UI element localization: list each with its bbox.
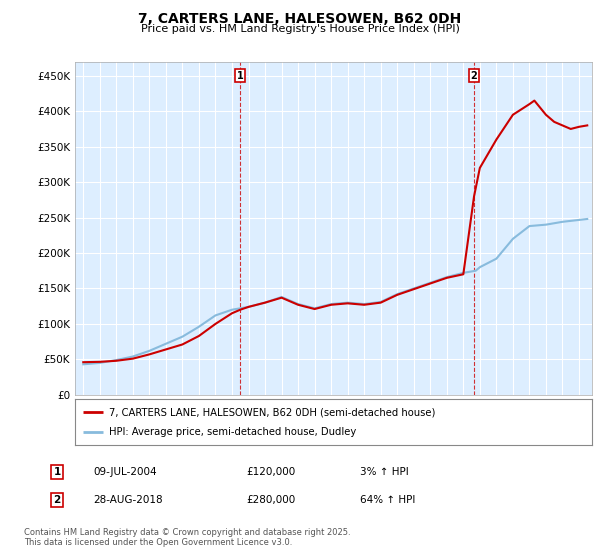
Text: 3% ↑ HPI: 3% ↑ HPI (360, 467, 409, 477)
Text: 7, CARTERS LANE, HALESOWEN, B62 0DH: 7, CARTERS LANE, HALESOWEN, B62 0DH (139, 12, 461, 26)
Text: 2: 2 (53, 495, 61, 505)
Text: £280,000: £280,000 (246, 495, 295, 505)
Text: 64% ↑ HPI: 64% ↑ HPI (360, 495, 415, 505)
Text: 1: 1 (53, 467, 61, 477)
Text: 7, CARTERS LANE, HALESOWEN, B62 0DH (semi-detached house): 7, CARTERS LANE, HALESOWEN, B62 0DH (sem… (109, 407, 435, 417)
Text: 09-JUL-2004: 09-JUL-2004 (93, 467, 157, 477)
Text: 1: 1 (237, 71, 244, 81)
Text: Price paid vs. HM Land Registry's House Price Index (HPI): Price paid vs. HM Land Registry's House … (140, 24, 460, 34)
Text: 28-AUG-2018: 28-AUG-2018 (93, 495, 163, 505)
Text: 2: 2 (470, 71, 478, 81)
Text: HPI: Average price, semi-detached house, Dudley: HPI: Average price, semi-detached house,… (109, 427, 356, 437)
Text: £120,000: £120,000 (246, 467, 295, 477)
Text: Contains HM Land Registry data © Crown copyright and database right 2025.
This d: Contains HM Land Registry data © Crown c… (24, 528, 350, 547)
